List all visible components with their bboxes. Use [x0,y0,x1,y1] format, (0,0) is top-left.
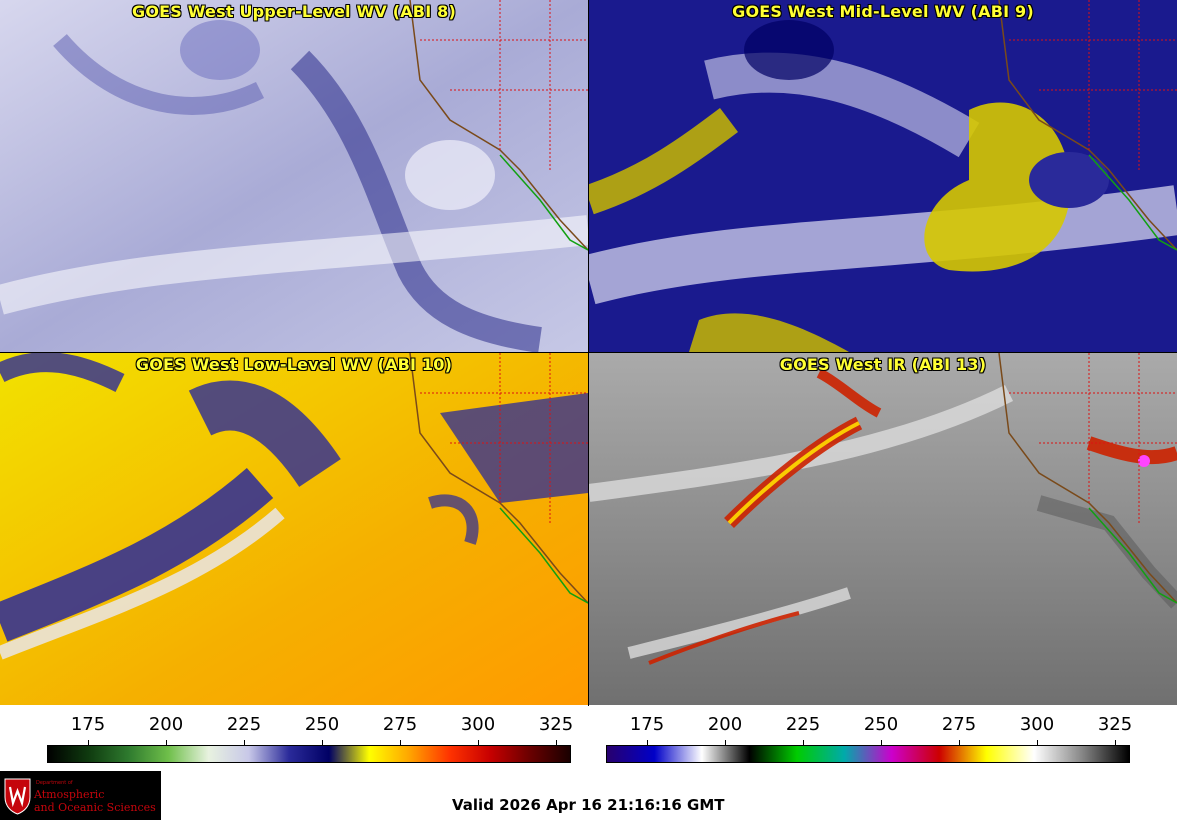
mid-level-wv-imagery [589,0,1177,352]
panel-divider-vertical [588,0,589,706]
logo-line2: and Oceanic Sciences [34,801,156,814]
panel-low-level-wv: GOES West Low-Level WV (ABI 10) [0,353,588,705]
colorbar-tick-mark [166,740,167,745]
colorbar-tick-mark [400,740,401,745]
colorbar-tick-label: 300 [1019,714,1055,735]
colorbar-tick-label: 300 [460,714,496,735]
colorbar-tick-mark [1115,740,1116,745]
colorbar-tick-mark [959,740,960,745]
colorbar-tick-mark [556,740,557,745]
upper-level-wv-imagery [0,0,588,352]
panel-mid-level-wv: GOES West Mid-Level WV (ABI 9) [589,0,1177,352]
colorbar-tick-mark [244,740,245,745]
colorbar-ir: 175 200 225 250 275 300 325 [606,708,1166,768]
colorbar-tick-label: 275 [382,714,418,735]
colorbar-tick-mark [1037,740,1038,745]
colorbar-tick-label: 175 [70,714,106,735]
panel-divider-horizontal [0,352,1177,353]
ir-imagery [589,353,1177,705]
panel-title: GOES West IR (ABI 13) [779,355,987,374]
panel-upper-level-wv: GOES West Upper-Level WV (ABI 8) [0,0,588,352]
colorbar-tick-mark [322,740,323,745]
colorbar-tick-mark [881,740,882,745]
colorbar-tick-label: 225 [785,714,821,735]
colorbar-tick-label: 275 [941,714,977,735]
colorbar-ir-ticks: 175 200 225 250 275 300 325 [606,708,1166,745]
colorbar-tick-label: 200 [148,714,184,735]
low-level-wv-imagery [0,353,588,705]
colorbar-wv: 175 200 225 250 275 300 325 [47,708,607,768]
uw-crest-icon [4,778,31,815]
colorbar-tick-mark [725,740,726,745]
colorbar-tick-label: 175 [629,714,665,735]
colorbar-wv-gradient [47,745,571,763]
colorbar-tick-label: 200 [707,714,743,735]
colorbar-tick-label: 325 [1097,714,1133,735]
logo-line1: Atmospheric [34,788,105,801]
valid-time: Valid 2026 Apr 16 21:16:16 GMT [452,796,725,814]
colorbar-ir-gradient [606,745,1130,763]
colorbar-tick-label: 225 [226,714,262,735]
colorbar-wv-ticks: 175 200 225 250 275 300 325 [47,708,607,745]
colorbar-tick-label: 250 [863,714,899,735]
panel-title: GOES West Upper-Level WV (ABI 8) [132,2,456,21]
panel-ir: GOES West IR (ABI 13) [589,353,1177,705]
panel-title: GOES West Low-Level WV (ABI 10) [135,355,453,374]
aos-logo: Department of Atmospheric and Oceanic Sc… [0,771,161,820]
logo-dept-text: Department of [36,780,73,786]
colorbar-tick-mark [647,740,648,745]
colorbar-tick-label: 250 [304,714,340,735]
colorbar-tick-mark [803,740,804,745]
colorbar-tick-mark [88,740,89,745]
panel-title: GOES West Mid-Level WV (ABI 9) [732,2,1034,21]
colorbar-tick-mark [478,740,479,745]
colorbar-tick-label: 325 [538,714,574,735]
